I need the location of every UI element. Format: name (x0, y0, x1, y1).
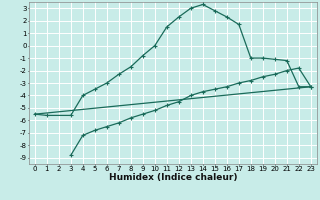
X-axis label: Humidex (Indice chaleur): Humidex (Indice chaleur) (108, 173, 237, 182)
